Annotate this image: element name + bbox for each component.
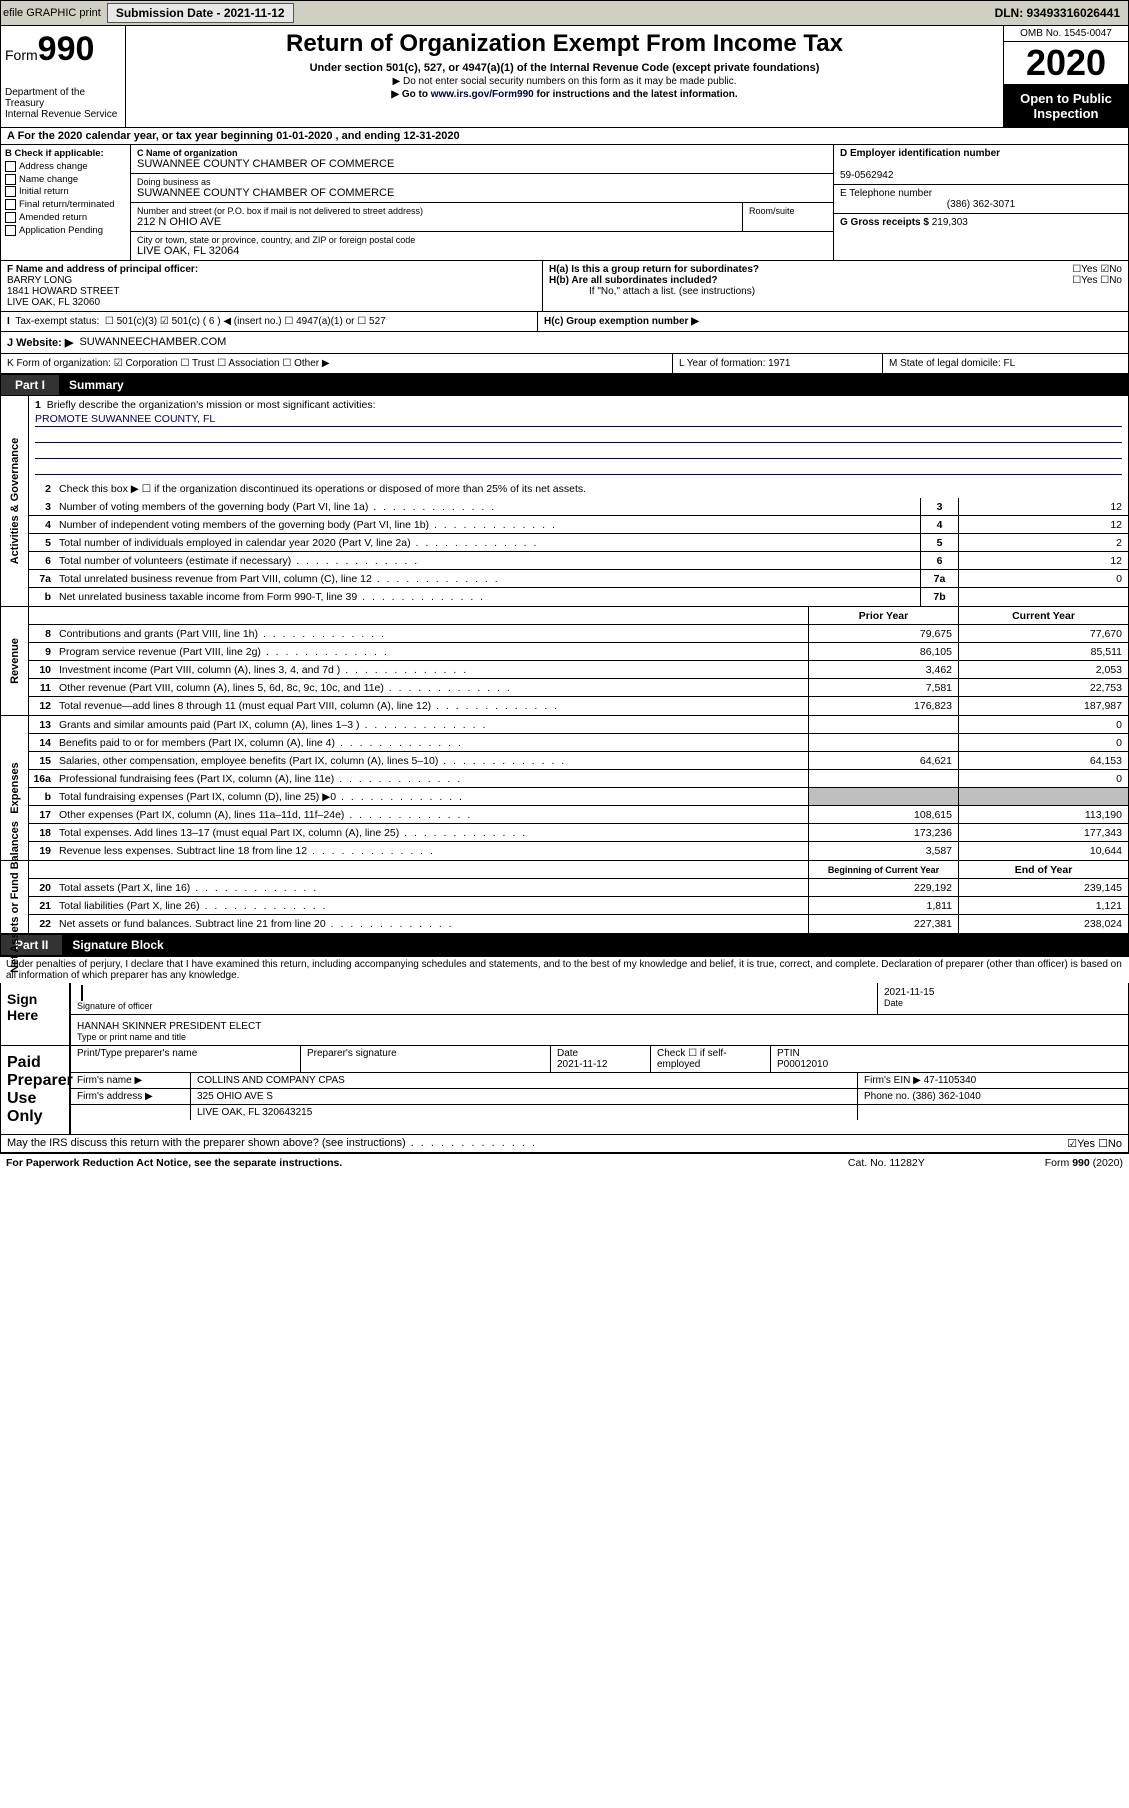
side-governance: Activities & Governance — [9, 438, 21, 565]
sign-here-label: Sign Here — [1, 983, 71, 1045]
form-header: Form990 Department of the Treasury Inter… — [0, 26, 1129, 128]
exp-line-14: 14Benefits paid to or for members (Part … — [29, 734, 1128, 752]
rev-line-8: 8Contributions and grants (Part VIII, li… — [29, 625, 1128, 643]
side-netassets: Net Assets or Fund Balances — [9, 821, 21, 973]
block-identity: B Check if applicable: Address change Na… — [0, 145, 1129, 261]
footer-cat: Cat. No. 11282Y — [848, 1157, 925, 1169]
rev-line-12: 12Total revenue—add lines 8 through 11 (… — [29, 697, 1128, 715]
c-dba: Doing business as SUWANNEE COUNTY CHAMBE… — [131, 174, 833, 203]
exp-line-19: 19Revenue less expenses. Subtract line 1… — [29, 842, 1128, 860]
omb-number: OMB No. 1545-0047 — [1004, 26, 1128, 42]
exp-line-15: 15Salaries, other compensation, employee… — [29, 752, 1128, 770]
net-line-20: 20Total assets (Part X, line 16) 229,192… — [29, 879, 1128, 897]
net-header: Beginning of Current Year End of Year — [29, 861, 1128, 879]
net-line-22: 22Net assets or fund balances. Subtract … — [29, 915, 1128, 933]
dln-label: DLN: 93493316026441 — [995, 6, 1120, 20]
page-footer: For Paperwork Reduction Act Notice, see … — [0, 1153, 1129, 1172]
gov-line-7a: 7aTotal unrelated business revenue from … — [29, 570, 1128, 588]
penalty-text: Under penalties of perjury, I declare th… — [0, 956, 1129, 983]
d-ein: D Employer identification number 59-0562… — [834, 145, 1128, 185]
section-netassets: Net Assets or Fund Balances Beginning of… — [0, 861, 1129, 934]
gov-line-4: 4Number of independent voting members of… — [29, 516, 1128, 534]
rev-line-9: 9Program service revenue (Part VIII, lin… — [29, 643, 1128, 661]
paid-preparer-block: Paid Preparer Use Only Print/Type prepar… — [0, 1046, 1129, 1135]
footer-left: For Paperwork Reduction Act Notice, see … — [6, 1157, 848, 1169]
note-link: ▶ Go to www.irs.gov/Form990 for instruct… — [132, 89, 997, 100]
g-receipts: G Gross receipts $ 219,303 — [834, 214, 1128, 231]
gov-line-5: 5Total number of individuals employed in… — [29, 534, 1128, 552]
form-number: Form990 — [5, 30, 121, 69]
open-to-public: Open to Public Inspection — [1004, 85, 1128, 127]
paid-label: Paid Preparer Use Only — [1, 1046, 71, 1134]
l-yearformation: L Year of formation: 1971 — [673, 354, 883, 373]
submission-date-button[interactable]: Submission Date - 2021-11-12 — [107, 3, 294, 23]
exp-line-b: bTotal fundraising expenses (Part IX, co… — [29, 788, 1128, 806]
irs-link[interactable]: www.irs.gov/Form990 — [431, 89, 534, 100]
form-subtitle: Under section 501(c), 527, or 4947(a)(1)… — [132, 62, 997, 74]
side-revenue: Revenue — [9, 638, 21, 684]
k-formorg: K Form of organization: ☑ Corporation ☐ … — [1, 354, 673, 373]
gov-line-3: 3Number of voting members of the governi… — [29, 498, 1128, 516]
exp-line-16a: 16aProfessional fundraising fees (Part I… — [29, 770, 1128, 788]
signature-block: Sign Here Signature of officer 2021-11-1… — [0, 983, 1129, 1046]
tax-year: 2020 — [1004, 42, 1128, 85]
gov-line-6: 6Total number of volunteers (estimate if… — [29, 552, 1128, 570]
c-street: Number and street (or P.O. box if mail i… — [131, 203, 833, 232]
col-b-checkboxes: B Check if applicable: Address change Na… — [1, 145, 131, 260]
section-expenses: Expenses 13Grants and similar amounts pa… — [0, 716, 1129, 861]
line-1-mission: 1 Briefly describe the organization's mi… — [29, 396, 1128, 480]
part1-header: Part I Summary — [0, 374, 1129, 396]
part2-header: Part II Signature Block — [0, 934, 1129, 956]
c-city: City or town, state or province, country… — [131, 232, 833, 260]
e-phone: E Telephone number (386) 362-3071 — [834, 185, 1128, 214]
m-domicile: M State of legal domicile: FL — [883, 354, 1128, 373]
top-bar: efile GRAPHIC print Submission Date - 20… — [0, 0, 1129, 26]
rev-line-11: 11Other revenue (Part VIII, column (A), … — [29, 679, 1128, 697]
net-line-21: 21Total liabilities (Part X, line 26) 1,… — [29, 897, 1128, 915]
row-klm: K Form of organization: ☑ Corporation ☐ … — [0, 354, 1129, 374]
gov-line-b: bNet unrelated business taxable income f… — [29, 588, 1128, 606]
exp-line-13: 13Grants and similar amounts paid (Part … — [29, 716, 1128, 734]
form-title: Return of Organization Exempt From Incom… — [132, 30, 997, 58]
rev-header: Prior Year Current Year — [29, 607, 1128, 625]
efile-label: efile GRAPHIC print — [3, 7, 101, 19]
row-f-officer: F Name and address of principal officer:… — [0, 261, 1129, 312]
exp-line-18: 18Total expenses. Add lines 13–17 (must … — [29, 824, 1128, 842]
exp-line-17: 17Other expenses (Part IX, column (A), l… — [29, 806, 1128, 824]
section-revenue: Revenue Prior Year Current Year 8Contrib… — [0, 607, 1129, 716]
discuss-row: May the IRS discuss this return with the… — [0, 1135, 1129, 1153]
line-2: 2Check this box ▶ ☐ if the organization … — [29, 480, 1128, 498]
row-j-website: J Website: ▶ SUWANNEECHAMBER.COM — [0, 332, 1129, 354]
note-ssn: ▶ Do not enter social security numbers o… — [132, 76, 997, 87]
c-name: C Name of organization SUWANNEE COUNTY C… — [131, 145, 833, 174]
side-expenses: Expenses — [9, 762, 21, 813]
section-governance: Activities & Governance 1 Briefly descri… — [0, 396, 1129, 607]
row-i-taxstatus: I Tax-exempt status: ☐ 501(c)(3) ☑ 501(c… — [0, 312, 1129, 332]
footer-form: Form 990 (2020) — [1045, 1157, 1123, 1169]
row-a-taxyear: A For the 2020 calendar year, or tax yea… — [0, 128, 1129, 145]
dept-label: Department of the Treasury Internal Reve… — [5, 87, 121, 120]
rev-line-10: 10Investment income (Part VIII, column (… — [29, 661, 1128, 679]
